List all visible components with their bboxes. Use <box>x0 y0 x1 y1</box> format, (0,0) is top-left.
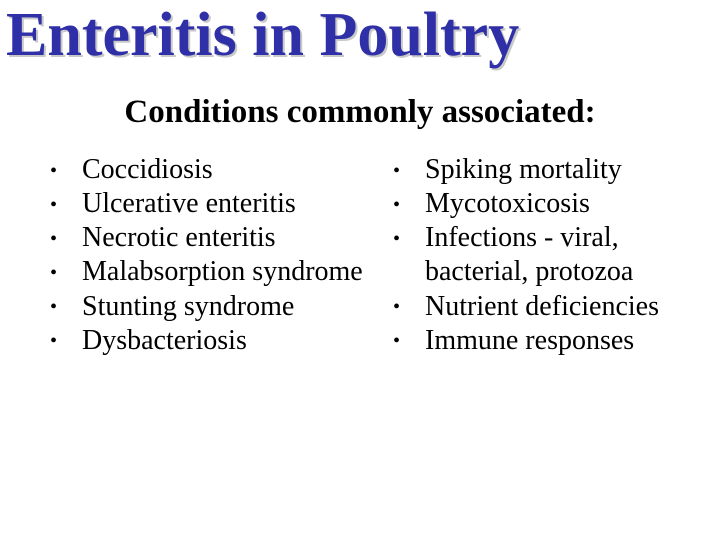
slide-title: Enteritis in Poultry Enteritis in Poultr… <box>0 0 720 68</box>
list-item: Immune responses <box>383 324 690 358</box>
right-list: Spiking mortality Mycotoxicosis Infectio… <box>383 153 690 358</box>
list-item: Malabsorption syndrome <box>40 255 365 289</box>
list-item: Spiking mortality <box>383 153 690 187</box>
right-column: Spiking mortality Mycotoxicosis Infectio… <box>365 153 690 358</box>
left-list: Coccidiosis Ulcerative enteritis Necroti… <box>40 153 365 358</box>
list-item: Necrotic enteritis <box>40 221 365 255</box>
content-columns: Coccidiosis Ulcerative enteritis Necroti… <box>0 153 720 358</box>
list-item: Mycotoxicosis <box>383 187 690 221</box>
list-item: Nutrient deficiencies <box>383 290 690 324</box>
list-item: Dysbacteriosis <box>40 324 365 358</box>
list-item: Coccidiosis <box>40 153 365 187</box>
slide: Enteritis in Poultry Enteritis in Poultr… <box>0 0 720 540</box>
list-item: Ulcerative enteritis <box>40 187 365 221</box>
slide-title-front: Enteritis in Poultry <box>6 4 519 66</box>
slide-subtitle: Conditions commonly associated: <box>0 94 720 131</box>
list-item: Infections - viral, bacterial, protozoa <box>383 221 690 289</box>
left-column: Coccidiosis Ulcerative enteritis Necroti… <box>40 153 365 358</box>
list-item: Stunting syndrome <box>40 290 365 324</box>
